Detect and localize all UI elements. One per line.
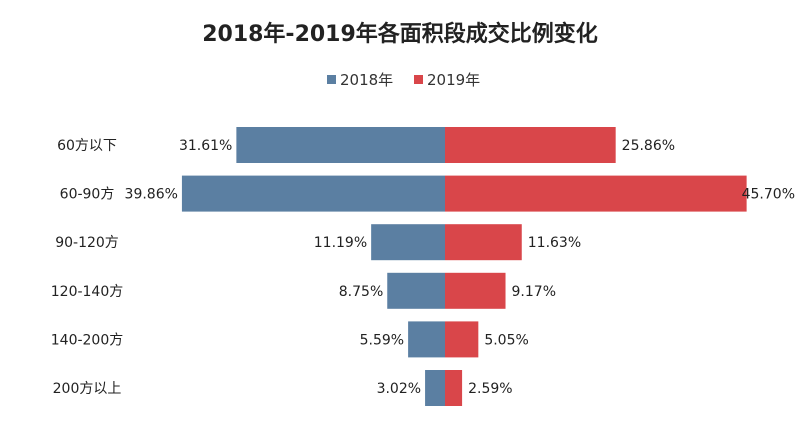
bars: [181, 127, 747, 406]
bar-2018: [387, 272, 445, 309]
data-label: 2.59%: [468, 381, 512, 397]
bar-2018: [425, 370, 445, 406]
category-label: 90-120方: [55, 235, 119, 251]
bar-2019: [445, 224, 522, 261]
data-label: 8.75%: [339, 284, 383, 300]
data-label: 11.19%: [314, 235, 367, 251]
category-labels: 60方以下 60-90方 90-120方 120-140方 140-200方 200方以上: [51, 138, 124, 397]
data-label: 25.86%: [622, 138, 675, 154]
legend-swatch-1: [414, 75, 423, 84]
data-label: 11.63%: [528, 235, 581, 251]
chart-title: 2018年-2019年各面积段成交比例变化: [202, 21, 598, 47]
bar-2019: [445, 175, 747, 212]
legend: 2018年 2019年: [327, 71, 480, 89]
legend-swatch-0: [327, 75, 336, 84]
data-label: 5.05%: [484, 332, 528, 348]
data-label: 31.61%: [179, 138, 232, 154]
bar-2019: [445, 127, 616, 163]
bar-2018: [236, 127, 445, 163]
category-label: 60方以下: [57, 138, 117, 154]
category-label: 140-200方: [51, 332, 124, 348]
category-label: 200方以上: [53, 381, 122, 397]
bar-2018: [371, 224, 445, 261]
category-label: 60-90方: [60, 187, 115, 203]
data-label: 3.02%: [377, 381, 421, 397]
bar-2019: [445, 272, 506, 309]
data-label: 5.59%: [360, 332, 404, 348]
category-label: 120-140方: [51, 284, 124, 300]
legend-label-1: 2019年: [427, 71, 480, 89]
bar-2018: [408, 321, 445, 358]
data-label: 39.86%: [125, 187, 178, 203]
data-labels: 31.61% 25.86% 39.86% 45.70% 11.19% 11.63% 8.75…: [125, 138, 795, 397]
bar-2019: [445, 321, 479, 358]
legend-label-0: 2018年: [340, 71, 393, 89]
data-label: 45.70%: [742, 187, 795, 203]
bar-2019: [445, 370, 463, 406]
bar-2018: [181, 175, 445, 212]
data-label: 9.17%: [512, 284, 556, 300]
